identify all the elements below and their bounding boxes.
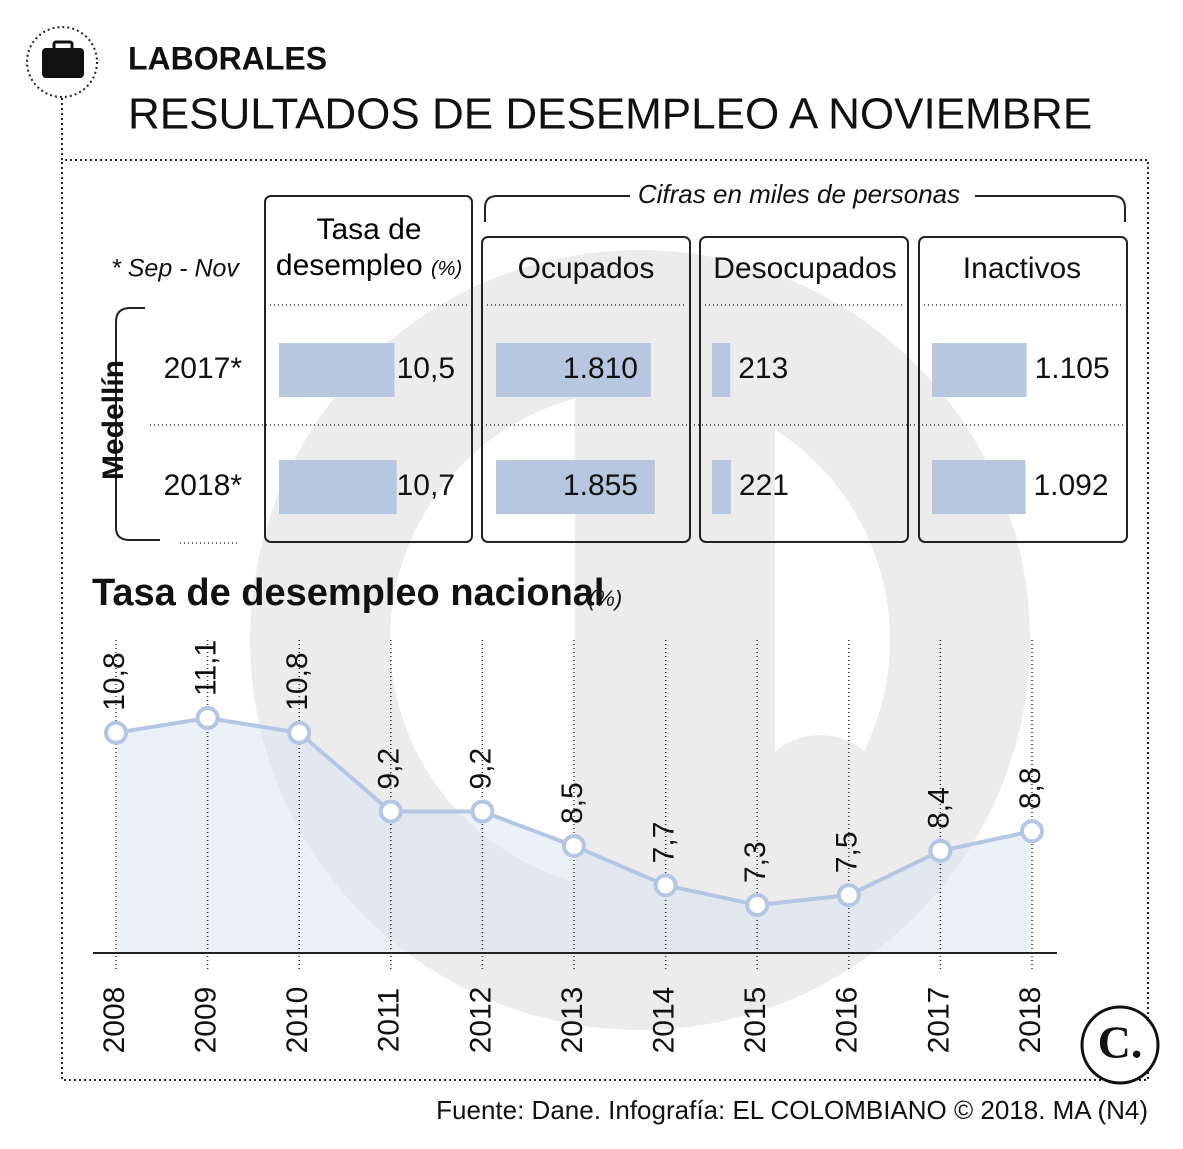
column-box xyxy=(918,236,1128,543)
point xyxy=(1020,819,1044,844)
page-title: RESULTADOS DE DESEMPLEO A NOVIEMBRE xyxy=(128,90,1092,139)
frame xyxy=(61,98,1149,1081)
chart-title: Tasa de desempleo nacional xyxy=(92,572,604,614)
point xyxy=(928,838,953,863)
bar xyxy=(279,460,397,514)
bracket xyxy=(115,307,160,541)
bracket xyxy=(484,195,1126,222)
bar xyxy=(712,460,731,514)
x-tick-label: 2013 xyxy=(556,987,589,1054)
point xyxy=(562,833,586,858)
briefcase-icon xyxy=(42,48,84,78)
column-header: Tasa de desempleo (%) xyxy=(268,212,470,287)
logo: C. xyxy=(1098,1017,1143,1068)
bar xyxy=(279,343,395,397)
units-note: Cifras en miles de personas xyxy=(638,179,960,209)
x-tick-label: 2015 xyxy=(739,987,772,1054)
value-label: 10,8 xyxy=(98,652,131,710)
value-label: 213 xyxy=(738,352,788,385)
value-label: 9,2 xyxy=(373,748,406,790)
chart-unit: (%) xyxy=(588,586,622,611)
bar xyxy=(496,343,651,397)
icon-ring xyxy=(26,26,98,98)
briefcase-icon xyxy=(52,40,74,53)
value-label: 1.810 xyxy=(563,352,638,385)
row-label: 2018* xyxy=(164,469,243,502)
table-note: * Sep - Nov xyxy=(111,255,240,283)
x-tick-label: 2011 xyxy=(373,988,406,1053)
area xyxy=(116,718,1032,953)
value-label: 10,7 xyxy=(397,469,455,502)
value-label: 7,7 xyxy=(648,822,681,864)
point xyxy=(104,720,128,745)
x-tick-label: 2012 xyxy=(464,987,497,1054)
bar xyxy=(932,460,1026,514)
section-label: LABORALES xyxy=(128,40,327,76)
column-name: Ocupados xyxy=(518,252,655,285)
point xyxy=(195,706,220,730)
column-box xyxy=(699,236,909,543)
value-label: 9,2 xyxy=(464,748,497,790)
point xyxy=(653,873,678,898)
point xyxy=(745,893,770,917)
value-label: 7,5 xyxy=(831,831,864,873)
value-label: 221 xyxy=(739,469,789,502)
group-label: Medellín xyxy=(97,360,130,480)
bar xyxy=(932,343,1027,397)
value-label: 8,4 xyxy=(922,787,955,829)
logo xyxy=(1080,1005,1160,1085)
point xyxy=(378,799,403,824)
x-tick-label: 2014 xyxy=(648,987,681,1054)
value-label: 8,5 xyxy=(556,782,589,824)
bar xyxy=(496,460,655,514)
point xyxy=(287,720,312,745)
x-tick-label: 2018 xyxy=(1014,987,1047,1054)
value-label: 1.855 xyxy=(563,469,638,502)
value-label: 10,5 xyxy=(397,352,455,385)
separators xyxy=(150,304,1123,544)
value-label: 1.092 xyxy=(1033,469,1108,502)
point xyxy=(470,799,495,824)
bar xyxy=(712,343,731,397)
column-name: Desocupados xyxy=(713,252,896,285)
value-label: 8,8 xyxy=(1014,767,1047,809)
watermark xyxy=(750,735,890,875)
value-label: 10,8 xyxy=(281,652,314,710)
column-name: Tasa de desempleo xyxy=(275,213,423,282)
source: Fuente: Dane. Infografía: EL COLOMBIANO … xyxy=(436,1095,1148,1125)
x-tick-label: 2009 xyxy=(190,987,223,1054)
point xyxy=(836,883,861,908)
row-label: 2017* xyxy=(164,352,243,385)
column-box xyxy=(481,236,691,543)
column-unit: (%) xyxy=(431,258,463,280)
x-tick-label: 2008 xyxy=(98,987,131,1054)
value-label: 1.105 xyxy=(1035,352,1110,385)
value-label: 7,3 xyxy=(739,841,772,883)
x-tick-label: 2010 xyxy=(281,987,314,1054)
value-label: 11,1 xyxy=(190,640,223,696)
column-box xyxy=(264,195,473,543)
watermark xyxy=(575,300,775,900)
x-tick-label: 2017 xyxy=(922,987,955,1054)
column-name: Inactivos xyxy=(963,252,1081,285)
x-tick-label: 2016 xyxy=(831,987,864,1054)
